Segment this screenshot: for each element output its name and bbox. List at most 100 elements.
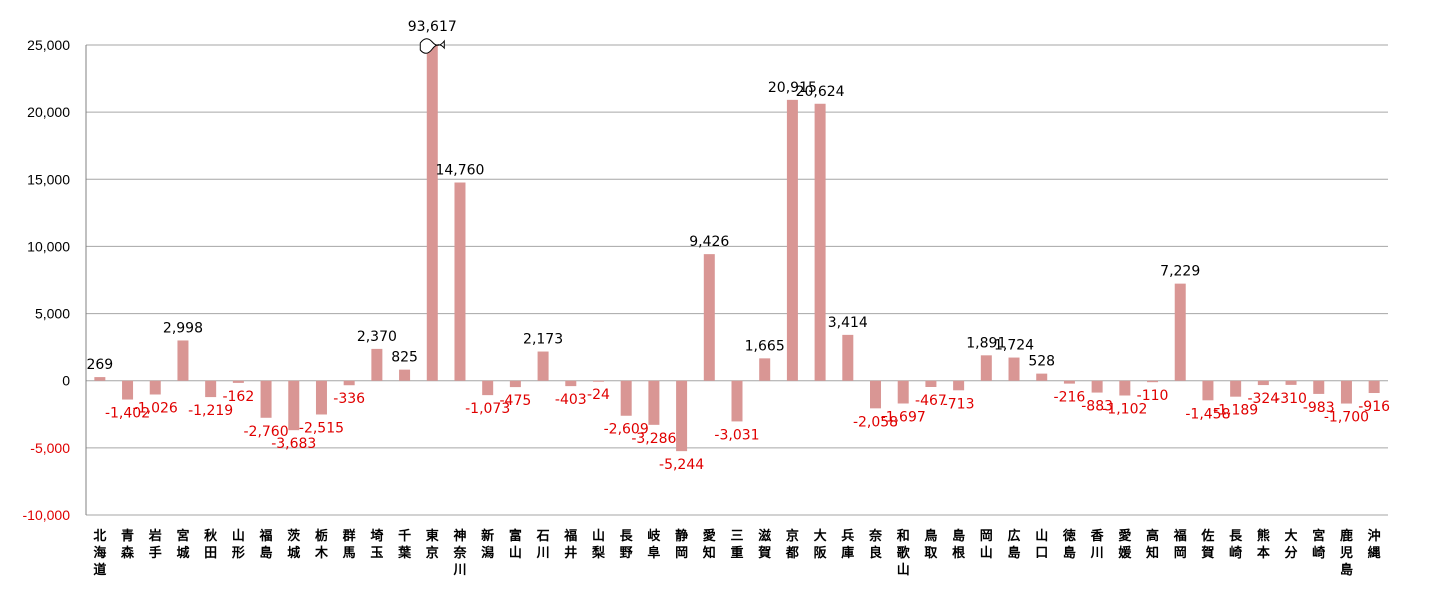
data-label: -1,189	[1213, 403, 1258, 419]
x-category-label: 埼玉	[370, 528, 383, 561]
bar	[1340, 380, 1352, 404]
data-label: 20,624	[796, 84, 845, 100]
bar	[509, 380, 521, 388]
data-label: 7,229	[1160, 264, 1200, 280]
data-label: 2,173	[523, 332, 563, 348]
bar	[814, 103, 826, 381]
data-label: -1,458	[1185, 406, 1230, 422]
x-category-label: 島根	[952, 528, 966, 561]
x-category-label: 神奈川	[452, 528, 467, 578]
x-category-label: 千葉	[397, 528, 412, 561]
data-label: 1,724	[994, 338, 1034, 354]
data-label: -324	[1247, 391, 1279, 407]
bar	[260, 380, 272, 418]
bar	[925, 380, 937, 387]
bar	[315, 380, 327, 415]
data-label: -310	[1275, 391, 1307, 407]
x-category-label: 和歌山	[897, 528, 911, 578]
bar	[592, 380, 604, 382]
bar	[177, 340, 189, 381]
bar	[1313, 380, 1325, 394]
x-category-label: 熊本	[1257, 528, 1270, 561]
data-label: 3,414	[828, 315, 868, 331]
x-category-label: 佐賀	[1200, 528, 1214, 561]
bar	[953, 380, 965, 391]
bar	[454, 182, 466, 381]
x-category-label: 福岡	[1173, 528, 1187, 561]
data-label: -1,073	[465, 401, 510, 417]
x-category-label: 大分	[1285, 528, 1298, 561]
bar	[371, 348, 383, 381]
data-label: -110	[1137, 388, 1169, 404]
data-label: -24	[587, 387, 610, 403]
bar	[1285, 380, 1297, 385]
data-label: -2,760	[243, 424, 288, 440]
x-category-label: 群馬	[343, 528, 356, 561]
data-label: 269	[86, 357, 113, 373]
data-label: -883	[1081, 399, 1113, 415]
x-category-label: 福島	[259, 528, 273, 561]
bar	[759, 358, 771, 381]
x-category-label: 静岡	[675, 528, 688, 561]
x-category-label: 三重	[730, 529, 743, 561]
data-label: 93,617	[408, 19, 457, 35]
x-category-label: 滋賀	[757, 528, 771, 561]
axis-break-mark	[419, 38, 445, 54]
data-label: -216	[1054, 390, 1086, 406]
data-label: -162	[222, 389, 254, 405]
bar	[870, 380, 882, 409]
data-label: -1,026	[133, 400, 178, 416]
x-category-label: 沖縄	[1368, 528, 1381, 561]
data-label: -2,058	[853, 414, 898, 430]
data-label: 1,891	[966, 335, 1006, 351]
bar	[703, 254, 715, 381]
data-label: 14,760	[435, 163, 484, 179]
data-label: -336	[333, 391, 365, 407]
bar	[343, 380, 355, 386]
data-label: -916	[1358, 399, 1390, 415]
bar	[676, 380, 688, 452]
bar	[565, 380, 577, 387]
bar	[1174, 283, 1186, 381]
data-label: -1,697	[881, 410, 926, 426]
bar	[94, 377, 106, 381]
bar	[426, 45, 438, 381]
bar	[399, 369, 411, 381]
bar	[1008, 357, 1020, 381]
data-label: -5,244	[659, 457, 704, 473]
x-category-label: 愛知	[703, 528, 716, 561]
bar	[1147, 380, 1159, 383]
data-label: -2,609	[604, 422, 649, 438]
x-category-label: 茨城	[287, 528, 301, 561]
data-label: -2,515	[299, 420, 344, 436]
x-category-label: 青森	[121, 528, 135, 561]
x-category-label: 鹿児島	[1339, 528, 1353, 578]
bar	[1119, 380, 1131, 396]
bar	[980, 355, 992, 381]
bar	[620, 380, 632, 416]
data-label: 2,998	[163, 320, 203, 336]
data-label: -3,031	[714, 427, 759, 443]
bar	[149, 380, 161, 395]
bar	[1257, 380, 1269, 386]
bar	[731, 380, 743, 422]
x-category-label: 北海道	[93, 529, 106, 578]
data-label: -3,286	[631, 431, 676, 447]
data-label: -983	[1303, 400, 1335, 416]
data-label: -403	[555, 392, 587, 408]
x-category-label: 香川	[1090, 528, 1105, 561]
x-category-label: 岡山	[980, 529, 993, 561]
data-label: -1,102	[1102, 402, 1147, 418]
bar	[1063, 380, 1075, 384]
x-category-label: 広島	[1008, 528, 1021, 561]
x-category-label: 京都	[785, 528, 799, 561]
data-label: 825	[391, 350, 418, 366]
bar	[1091, 380, 1103, 393]
bar	[648, 380, 660, 425]
bar	[1368, 380, 1380, 394]
bar	[482, 380, 494, 396]
data-label: -3,683	[271, 436, 316, 452]
bar	[1230, 380, 1242, 397]
y-tick-label: -5,000	[30, 440, 70, 456]
